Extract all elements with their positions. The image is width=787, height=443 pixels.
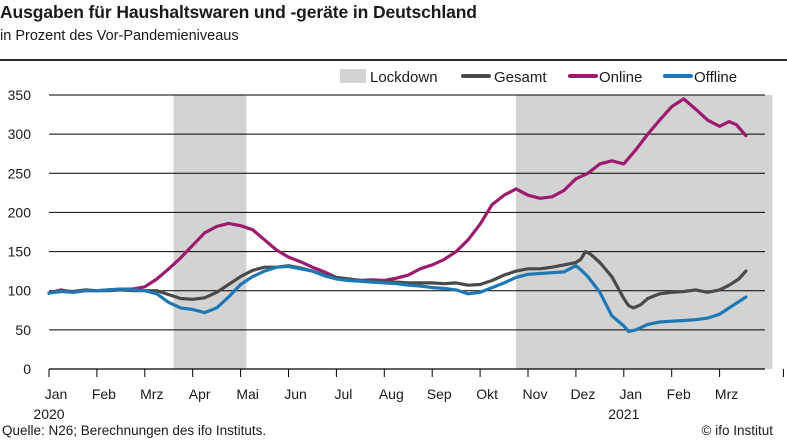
- lockdown-band-2: [516, 95, 773, 369]
- legend-label-lockdown: Lockdown: [370, 69, 438, 86]
- x-tick-label-1: Feb: [92, 386, 116, 402]
- x-tick-label-8: Sep: [427, 386, 452, 402]
- y-tick-label-50: 50: [15, 322, 31, 338]
- y-tick-label-100: 100: [8, 283, 32, 299]
- legend: Lockdown Gesamt Online Offline: [340, 69, 737, 86]
- y-axis-ticks: 0 50 100 150 200 250 300 350: [8, 87, 32, 377]
- x-year-label-2021: 2021: [608, 406, 639, 422]
- x-tick-label-0: Jan: [45, 386, 68, 402]
- x-tick-label-12: Jan: [620, 386, 643, 402]
- chart-title: Ausgaben für Haushaltswaren und -geräte …: [0, 2, 477, 22]
- title-divider: [0, 59, 787, 61]
- y-tick-label-200: 200: [8, 204, 32, 220]
- y-tick-label-250: 250: [8, 165, 32, 181]
- x-tick-label-13: Feb: [667, 386, 691, 402]
- legend-swatch-lockdown: [340, 69, 366, 83]
- x-year-label-2020: 2020: [33, 406, 64, 422]
- x-tick-label-6: Jul: [334, 386, 352, 402]
- series-lines: [47, 97, 748, 333]
- y-tick-label-150: 150: [8, 244, 32, 260]
- x-tick-label-4: Mai: [236, 386, 259, 402]
- legend-label-online: Online: [599, 69, 642, 86]
- x-axis: Jan 2020 Feb Mrz Apr Mai Jun Jul Aug Sep Okt Nov Dez…: [33, 368, 784, 422]
- y-tick-label-350: 350: [8, 87, 32, 103]
- grid-lines: [49, 94, 765, 331]
- series-line-offline: [47, 264, 748, 333]
- x-tick-label-2: Mrz: [140, 386, 163, 402]
- x-tick-label-10: Nov: [523, 386, 548, 402]
- legend-label-gesamt: Gesamt: [494, 69, 547, 86]
- x-tick-label-7: Aug: [379, 386, 404, 402]
- copyright-credit: © ifo Institut: [701, 423, 773, 438]
- x-tick-label-9: Okt: [476, 386, 498, 402]
- x-tick-label-11: Dez: [570, 386, 595, 402]
- x-tick-label-5: Jun: [284, 386, 307, 402]
- source-note: Quelle: N26; Berechnungen des ifo Instit…: [2, 423, 267, 438]
- y-tick-label-0: 0: [23, 361, 31, 377]
- series-line-gesamt: [47, 250, 748, 310]
- x-tick-label-3: Apr: [189, 386, 211, 402]
- series-line-online: [47, 97, 748, 295]
- chart-subtitle: in Prozent des Vor-Pandemieniveaus: [0, 28, 239, 44]
- legend-label-offline: Offline: [694, 69, 737, 86]
- lockdown-band-1: [173, 95, 247, 369]
- y-tick-label-300: 300: [8, 126, 32, 142]
- x-tick-label-14: Mrz: [715, 386, 738, 402]
